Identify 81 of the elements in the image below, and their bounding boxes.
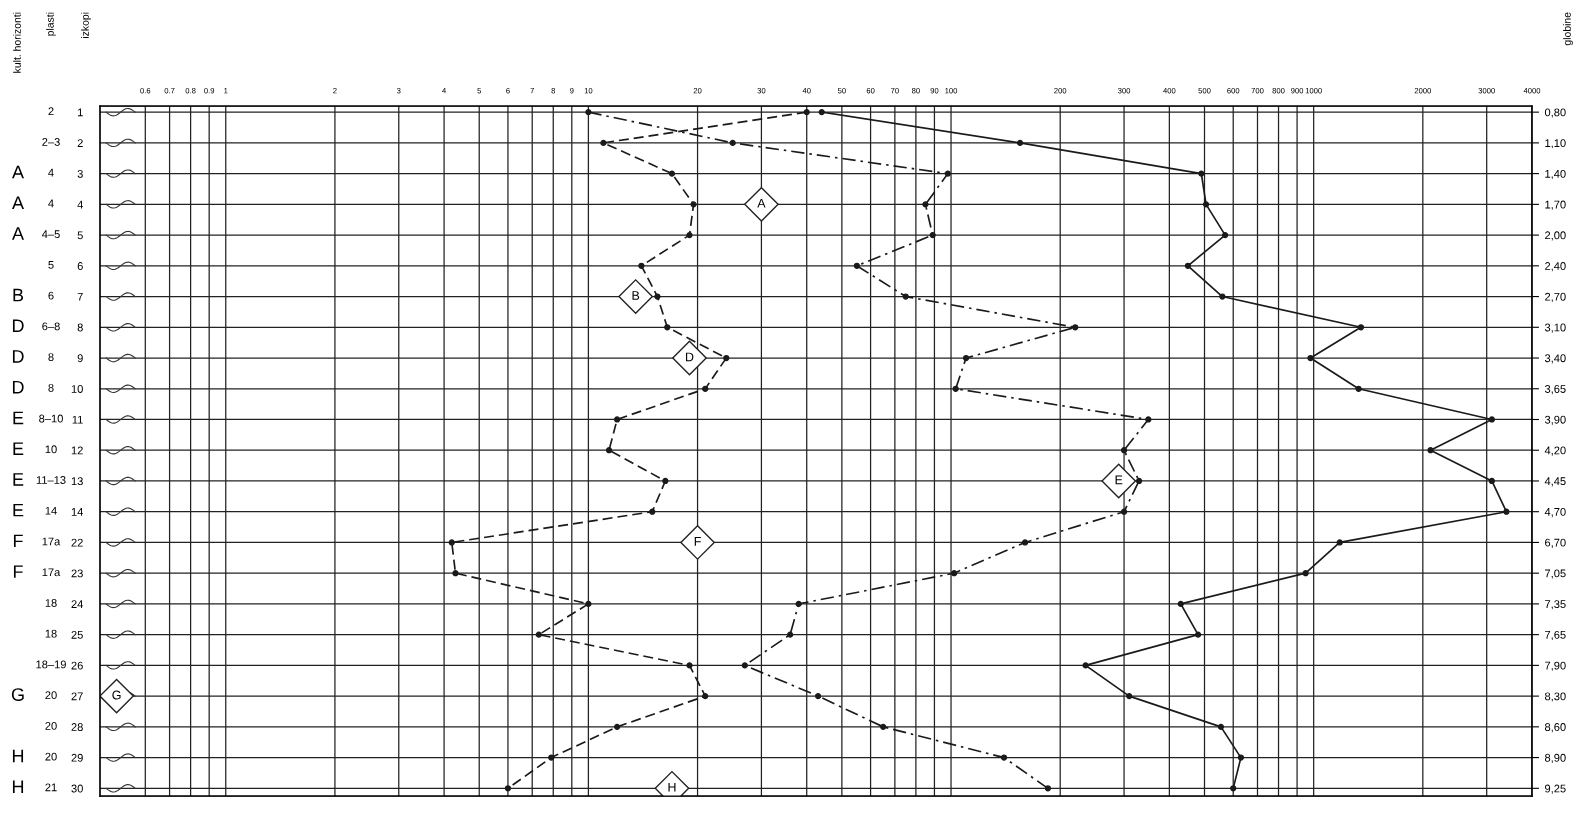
- text: 20: [45, 691, 57, 700]
- text: globine: [1563, 12, 1573, 46]
- y-tick-label: 9: [77, 354, 83, 363]
- y2-tick-label: 1,70: [1545, 200, 1566, 210]
- text: plasti: [46, 12, 56, 36]
- text: 21: [45, 783, 57, 792]
- y-tick-label: 3: [77, 169, 83, 178]
- y2-tick-label: 3,65: [1544, 385, 1566, 395]
- text: 2: [48, 107, 54, 116]
- y-tick-label: 22: [71, 538, 83, 547]
- text: 6–8: [42, 322, 60, 331]
- text: 4: [48, 199, 54, 208]
- text: 17a: [42, 537, 61, 546]
- text: 5: [48, 261, 54, 269]
- annotation: G: [112, 690, 121, 700]
- text: 8: [48, 353, 54, 362]
- y-tick-label: 12: [71, 446, 83, 455]
- text: 18: [45, 599, 57, 607]
- y2-tick-label: 8,30: [1544, 692, 1566, 702]
- y2-tick-label: 4,20: [1544, 446, 1566, 456]
- y2-tick-label: 0,80: [1544, 108, 1566, 118]
- text: 18–19: [36, 660, 66, 669]
- text: 8: [48, 383, 54, 392]
- y-tick-label: 4: [77, 200, 84, 209]
- y-tick-label: 25: [71, 630, 83, 639]
- y2-tick-label: 3,10: [1544, 323, 1566, 333]
- y2-tick-label: 7,65: [1545, 630, 1566, 641]
- text: 14: [45, 506, 57, 515]
- y2-tick-label: 7,05: [1545, 569, 1566, 579]
- y2-tick-label: 8,90: [1544, 753, 1566, 764]
- y-tick-label: 30: [71, 784, 83, 793]
- y-tick-label: 29: [71, 753, 83, 762]
- text: 11–13: [36, 476, 66, 484]
- y2-tick-label: 8,60: [1544, 723, 1566, 733]
- text: 2–3: [42, 138, 60, 146]
- y2-tick-label: 2,70: [1545, 292, 1566, 302]
- y-tick-label: 8: [77, 323, 83, 332]
- y-tick-label: 24: [71, 600, 84, 608]
- annotation: D: [685, 352, 694, 362]
- text: 20: [45, 752, 57, 761]
- y-tick-label: 1: [78, 108, 83, 117]
- text: A A A B D D D E E E E F F G H H: [11, 165, 24, 793]
- text: 20: [45, 721, 57, 730]
- y2-tick-label: 1,40: [1545, 169, 1566, 180]
- y-tick-label: 14: [71, 508, 84, 516]
- annotation: B: [632, 291, 640, 300]
- y-tick-label: 7: [77, 292, 83, 301]
- y-tick-label: 26: [71, 661, 83, 670]
- y2-tick-label: 7,90: [1545, 661, 1566, 671]
- y2-tick-label: 2,00: [1545, 231, 1566, 241]
- y2-tick-label: 4,70: [1544, 507, 1566, 518]
- text: izkopi: [81, 12, 91, 38]
- text: 4–5: [41, 230, 60, 239]
- text: 10: [45, 445, 57, 454]
- y-tick-label: 11: [72, 415, 83, 424]
- y2-tick-label: 4,45: [1544, 477, 1566, 487]
- y-tick-label: 23: [71, 569, 83, 578]
- y2-tick-label: 9,25: [1545, 784, 1566, 794]
- y2-tick-label: 6,70: [1545, 538, 1566, 548]
- annotation: A: [757, 198, 766, 208]
- text: kult. horizonti: [13, 12, 21, 73]
- y-tick-label: 13: [71, 477, 83, 486]
- text: 6: [48, 291, 54, 300]
- y-tick-label: 5: [77, 231, 83, 240]
- y2-tick-label: 7,35: [1545, 600, 1566, 610]
- annotation: F: [694, 537, 701, 546]
- y-tick-label: 2: [77, 139, 83, 147]
- y-tick-label: 27: [71, 692, 83, 701]
- y-tick-label: 28: [71, 723, 83, 731]
- y-tick-label: 10: [71, 385, 83, 393]
- text: 17a: [42, 568, 61, 577]
- text: 18: [45, 629, 57, 638]
- y2-tick-label: 2,40: [1545, 262, 1566, 272]
- text: 4: [48, 168, 54, 177]
- y2-tick-label: 1,10: [1545, 139, 1566, 149]
- text: 8–10: [39, 414, 63, 423]
- y-tick-label: 6: [77, 262, 83, 270]
- annotation: E: [1115, 475, 1123, 485]
- annotation: H: [668, 782, 676, 792]
- y2-tick-label: 3,40: [1544, 354, 1566, 364]
- y2-tick-label: 3,90: [1544, 415, 1566, 425]
